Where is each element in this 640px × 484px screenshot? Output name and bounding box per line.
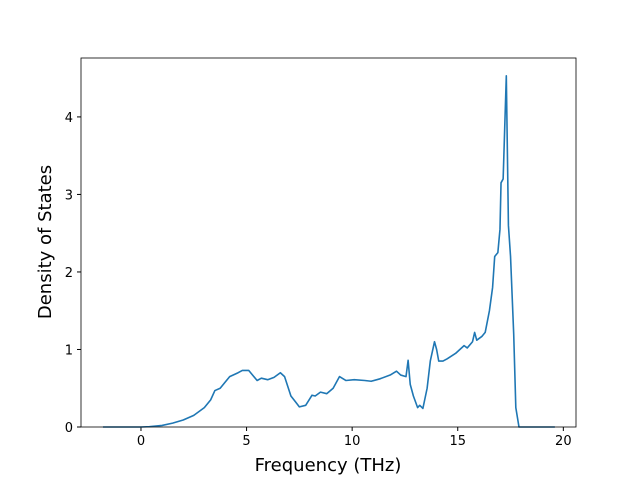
x-tick-label: 5	[242, 434, 250, 449]
y-tick-label: 4	[65, 111, 73, 126]
x-axis-label: Frequency (THz)	[255, 455, 402, 476]
y-tick-label: 3	[65, 188, 73, 203]
plot-frame	[80, 57, 577, 428]
y-tick-label: 2	[65, 266, 73, 281]
x-tick-label: 15	[449, 434, 466, 449]
x-tick-label: 20	[555, 434, 572, 449]
x-tick-label: 0	[137, 434, 145, 449]
y-axis-label: Density of States	[35, 165, 56, 319]
x-tick-label: 10	[344, 434, 361, 449]
y-tick-label: 0	[65, 421, 73, 436]
line	[102, 75, 555, 428]
y-tick-label: 1	[65, 343, 73, 358]
